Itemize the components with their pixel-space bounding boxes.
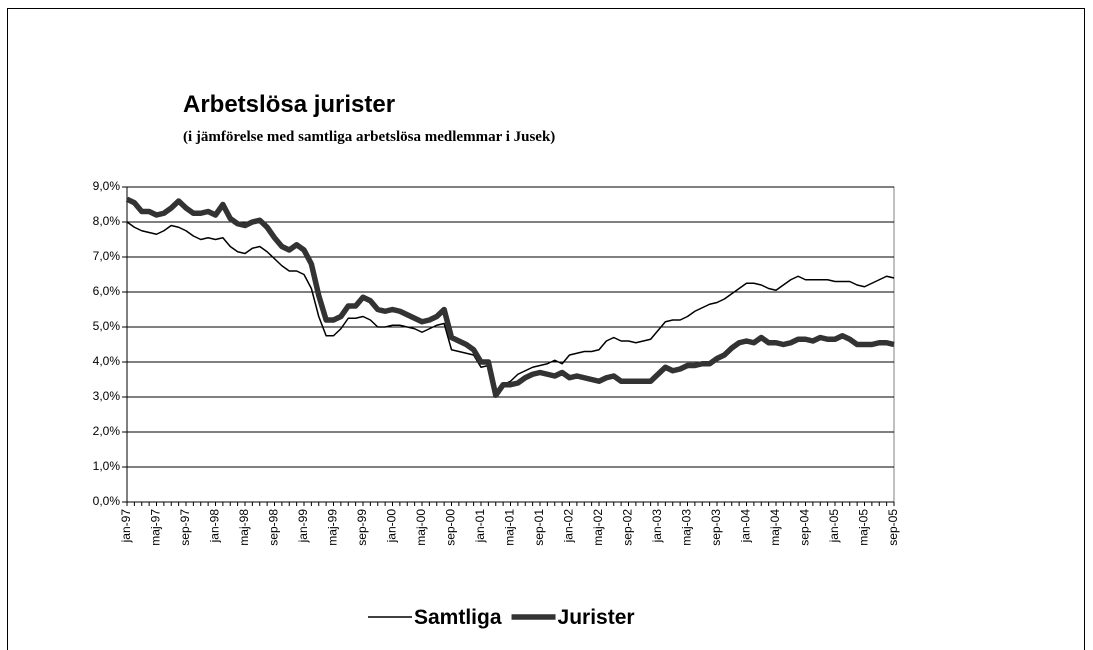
y-tick-label: 4,0% <box>93 354 121 368</box>
y-tick-label: 3,0% <box>93 389 121 403</box>
y-tick-label: 6,0% <box>93 284 121 298</box>
x-tick-label: sep-98 <box>267 509 281 546</box>
x-tick-label: jan-98 <box>208 509 222 544</box>
x-tick-label: jan-01 <box>473 509 487 544</box>
x-tick-label: jan-03 <box>650 509 664 544</box>
y-tick-label: 9,0% <box>93 179 121 193</box>
x-tick-label: maj-99 <box>326 509 340 546</box>
y-tick-label: 8,0% <box>93 214 121 228</box>
series-line <box>126 221 895 396</box>
x-tick-label: sep-97 <box>178 509 192 546</box>
x-tick-label: maj-00 <box>414 509 428 546</box>
x-tick-label: maj-03 <box>680 509 694 546</box>
x-tick-label: jan-97 <box>119 509 133 544</box>
x-tick-label: sep-02 <box>621 509 635 546</box>
x-tick-label: sep-04 <box>798 509 812 546</box>
x-tick-label: sep-00 <box>444 509 458 546</box>
x-tick-label: sep-03 <box>709 509 723 546</box>
chart-subtitle: (i jämförelse med samtliga arbetslösa me… <box>183 129 555 145</box>
y-tick-label: 7,0% <box>93 249 121 263</box>
x-tick-label: sep-05 <box>886 509 900 546</box>
y-tick-label: 0,0% <box>93 494 121 508</box>
x-tick-label: maj-04 <box>768 509 782 546</box>
x-tick-label: sep-99 <box>355 509 369 546</box>
series-line <box>125 196 895 398</box>
x-tick-label: jan-02 <box>562 509 576 544</box>
x-tick-label: maj-01 <box>503 509 517 546</box>
x-tick-label: jan-04 <box>739 509 753 544</box>
x-tick-label: sep-01 <box>532 509 546 546</box>
x-tick-label: jan-99 <box>296 509 310 544</box>
frame <box>7 8 1085 650</box>
x-tick-label: jan-00 <box>385 509 399 544</box>
y-tick-label: 1,0% <box>93 459 121 473</box>
legend-label: Jurister <box>558 606 635 629</box>
x-tick-label: maj-02 <box>591 509 605 546</box>
legend-label: Samtliga <box>414 606 502 629</box>
y-tick-label: 5,0% <box>93 319 121 333</box>
x-tick-label: maj-98 <box>237 509 251 546</box>
x-tick-label: maj-97 <box>149 509 163 546</box>
chart-title: Arbetslösa jurister <box>183 91 395 118</box>
x-tick-label: jan-05 <box>827 509 841 544</box>
x-tick-label: maj-05 <box>857 509 871 546</box>
y-tick-label: 2,0% <box>93 424 121 438</box>
